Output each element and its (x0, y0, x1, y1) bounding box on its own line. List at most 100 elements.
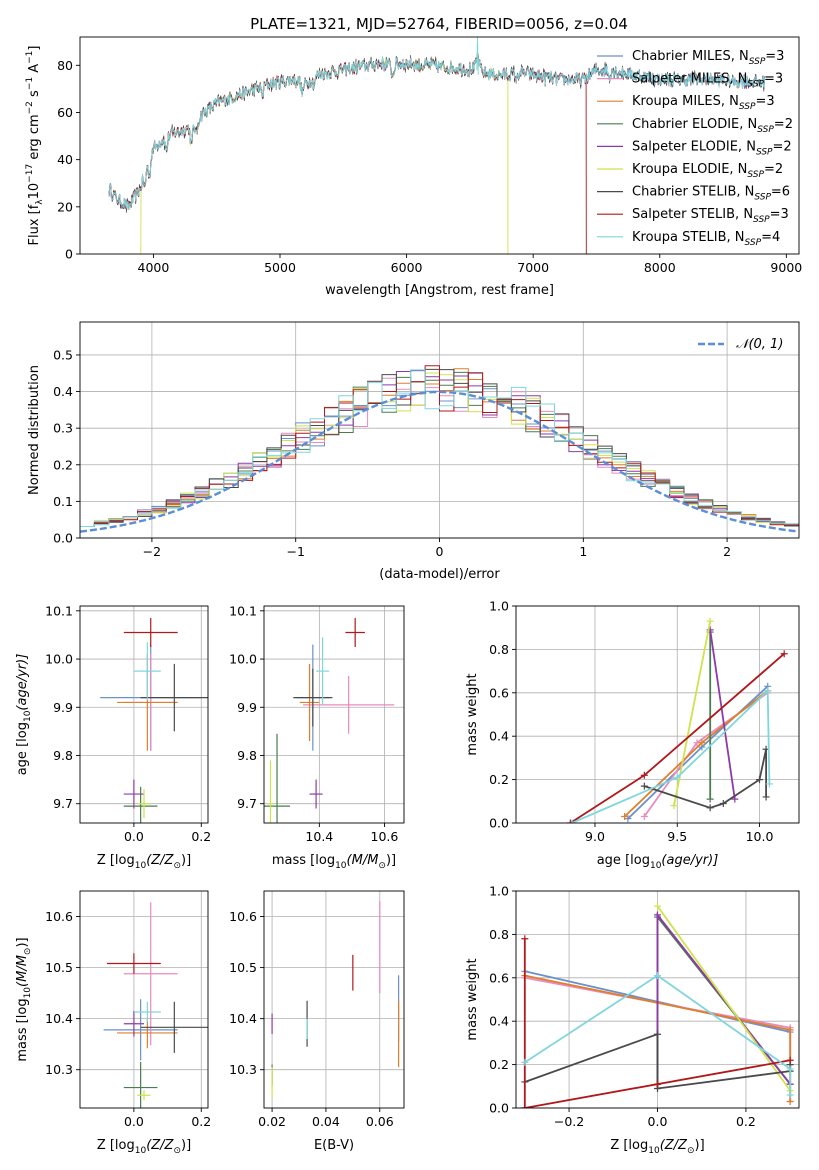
age-vs-mass-panel: 10.4 10.6 9.7 9.8 9.9 10.0 10.1 mass [log10(M/M… (229, 603, 405, 871)
x-tick-label: 10.4 (305, 829, 333, 844)
weight-marker (786, 1056, 794, 1064)
y-tick-label: 10.4 (45, 1011, 73, 1026)
legend-label: Salpeter MILES, NSSP=3 (632, 72, 783, 90)
y-axis-label: mass weight (465, 673, 480, 755)
spectrum-panel: 4000 5000 6000 7000 8000 9000 0 20 40 60 80 wavelen… (25, 36, 802, 298)
weight-marker (670, 802, 678, 810)
y-tick-label: 10.6 (229, 909, 257, 924)
x-tick-label: 8000 (644, 260, 676, 275)
y-tick-label: 0 (65, 247, 73, 262)
legend-label: Chabrier STELIB, NSSP=6 (632, 185, 790, 203)
x-axis-label: Z [log10(Z/Z⊙)] (610, 1138, 704, 1156)
legend-label: Chabrier ELODIE, NSSP=2 (632, 117, 793, 135)
x-tick-label: 9.5 (667, 829, 687, 844)
y-axis-label: mass [log10(M/M⊙)] (15, 937, 33, 1061)
y-tick-label: 0.2 (489, 772, 509, 787)
residuals-panel: −2 −1 0 1 2 0.0 0.1 0.2 0.3 0.4 0.5 (data-model)/er… (27, 321, 800, 582)
y-tick-label: 10.3 (229, 1062, 257, 1077)
x-tick-label: 6000 (391, 260, 423, 275)
weight-marker (521, 1104, 529, 1108)
axes-frame (79, 36, 800, 255)
y-tick-label: 0.6 (489, 970, 509, 985)
y-tick-label: 10.1 (229, 603, 257, 618)
y-tick-label: 0.0 (489, 1101, 509, 1116)
x-tick-label: 10.0 (746, 829, 774, 844)
y-tick-label: 1.0 (489, 884, 509, 899)
y-tick-label: 9.8 (53, 748, 73, 763)
normal-curve (80, 390, 797, 533)
weight-marker (719, 799, 727, 807)
plot-area (264, 618, 395, 823)
axes-frame (263, 605, 405, 824)
axes-frame (515, 605, 800, 824)
weight-line-kroupa-stelib (571, 688, 771, 823)
x-tick-label: 0.04 (312, 1114, 340, 1129)
weight-marker (654, 902, 661, 910)
y-tick-label: 20 (57, 199, 73, 214)
x-tick-label: −1 (286, 544, 304, 559)
weight-line-kroupa-elodie (656, 905, 791, 1092)
x-tick-label: 0 (436, 544, 444, 559)
weight-marker (756, 776, 764, 784)
residuals-legend: 𝒩(0, 1) (698, 337, 783, 352)
x-tick-label: 0.0 (648, 1114, 668, 1129)
legend-label: Salpeter ELODIE, NSSP=2 (632, 139, 792, 157)
weight-line-kroupa-stelib (524, 974, 792, 1095)
weight-marker (640, 771, 648, 779)
y-tick-label: 10.5 (45, 960, 73, 975)
weight-marker (521, 1058, 529, 1066)
weight-marker (654, 1080, 661, 1088)
x-tick-label: 0.2 (191, 1114, 211, 1129)
weight-vs-age-panel: 9.0 9.5 10.0 0.0 0.2 0.4 0.6 0.8 1.0 age [log10(a… (465, 599, 800, 871)
normal-legend-label: 𝒩(0, 1) (736, 337, 783, 352)
x-tick-label: 0.0 (124, 1114, 144, 1129)
y-tick-label: 10.6 (45, 909, 73, 924)
weight-marker (706, 804, 714, 812)
x-axis-label: mass [log10(M/M⊙)] (272, 853, 396, 871)
y-tick-label: 60 (57, 105, 73, 120)
x-tick-label: 0.2 (191, 829, 211, 844)
plot-area (521, 902, 794, 1108)
y-tick-label: 0.8 (489, 642, 509, 657)
x-tick-label: 0.02 (258, 1114, 286, 1129)
weight-marker (654, 972, 661, 980)
y-tick-label: 9.7 (237, 796, 257, 811)
x-axis-label: age [log10(age/yr)] (597, 853, 719, 871)
weight-marker (786, 1091, 794, 1099)
weight-marker (640, 782, 648, 790)
figure-title: PLATE=1321, MJD=52764, FIBERID=0056, z=0… (250, 15, 628, 33)
axes-frame (79, 321, 800, 539)
y-tick-label: 0.2 (489, 1057, 509, 1072)
histogram-salpeter-stelib (80, 365, 799, 527)
y-tick-label: 0.0 (489, 816, 509, 831)
x-tick-label: 0.2 (736, 1114, 756, 1129)
histogram-kroupa-stelib (80, 369, 799, 527)
weight-marker (706, 617, 714, 625)
x-axis-label: (data-model)/error (379, 567, 500, 582)
legend-label: Chabrier MILES, NSSP=3 (632, 49, 784, 67)
axes-frame (79, 605, 209, 824)
weight-marker (654, 1030, 661, 1038)
mass-vs-metallicity-panel: 0.0 0.2 10.3 10.4 10.5 10.6 Z [log10(Z/Z⊙)] mas… (15, 890, 211, 1156)
weight-marker (780, 650, 788, 658)
y-tick-label: 9.9 (237, 700, 257, 715)
x-tick-label: 4000 (138, 260, 170, 275)
plot-area (80, 365, 799, 533)
y-tick-label: 10.0 (229, 652, 257, 667)
y-tick-label: 10.1 (45, 603, 73, 618)
legend-label: Kroupa STELIB, NSSP=4 (632, 230, 780, 248)
y-axis-label: age [log10(age/yr)] (15, 654, 33, 776)
y-tick-label: 9.9 (53, 700, 73, 715)
weight-marker (786, 1026, 794, 1034)
weight-line-chabrier-stelib (644, 749, 767, 809)
weight-marker (786, 1097, 794, 1105)
x-tick-label: 5000 (264, 260, 296, 275)
plot-area (100, 618, 208, 823)
weight-marker (654, 911, 661, 919)
axes-frame (263, 890, 405, 1109)
y-tick-label: 0.2 (53, 457, 73, 472)
weight-marker (762, 793, 770, 801)
x-axis-label: Z [log10(Z/Z⊙)] (97, 853, 191, 871)
weight-marker (621, 812, 629, 820)
